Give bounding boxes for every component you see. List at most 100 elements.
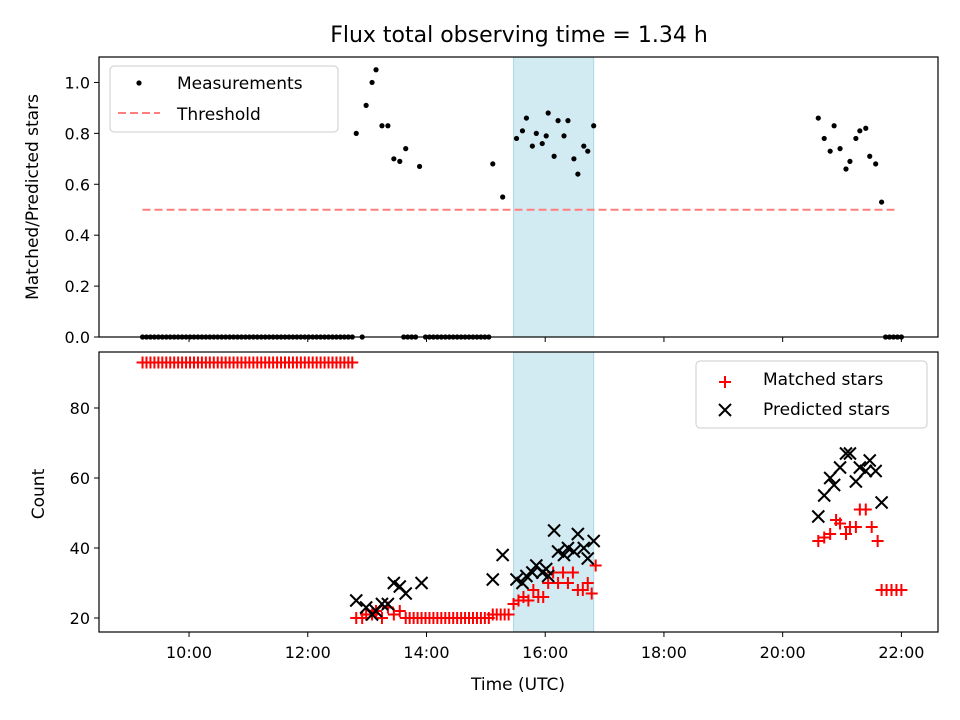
matched-stars-point <box>566 566 579 579</box>
predicted-stars-point <box>495 548 510 562</box>
legend-matched-marker <box>719 376 731 388</box>
measurements-point <box>575 171 581 177</box>
matched-stars-point <box>393 605 406 617</box>
matched-stars-point <box>537 591 550 603</box>
measurements-point <box>551 153 557 159</box>
predicted-stars-point <box>577 541 591 555</box>
ratio-y-tick-label: 1.0 <box>65 73 90 92</box>
ratio-y-tick-label: 0.6 <box>65 175 90 194</box>
predicted-stars-point <box>525 565 540 580</box>
x-tick-label: 18:00 <box>641 643 687 662</box>
measurements-point <box>523 115 530 121</box>
x-tick-label: 10:00 <box>166 643 212 662</box>
measurements-point <box>863 125 869 131</box>
count-y-tick-label: 60 <box>70 469 90 488</box>
predicted-stars-point <box>375 597 389 611</box>
matched-stars-point <box>576 584 589 596</box>
matched-stars-point <box>581 577 594 589</box>
measurements-point <box>827 148 833 154</box>
measurements-point <box>853 135 859 142</box>
x-axis-label: Time (UTC) <box>470 675 565 695</box>
ratio-panel: 0.0 0.2 0.4 0.6 0.8 1.0 Matched/Predicted sta… <box>23 56 939 347</box>
measurements-point <box>555 118 561 124</box>
matched-stars-point <box>522 594 535 607</box>
ratio-y-tick-label: 0.8 <box>65 124 90 143</box>
predicted-stars-point <box>551 544 565 559</box>
ratio-highlight-span <box>513 56 595 338</box>
ratio-y-tick-label: 0.0 <box>65 328 90 347</box>
matched-stars-point <box>849 521 862 533</box>
predicted-stars-point <box>874 495 889 510</box>
legend-predicted-marker <box>718 403 732 417</box>
measurements-point <box>565 118 571 124</box>
measurements-point <box>373 67 379 73</box>
predicted-stars-point <box>547 523 561 538</box>
matched-stars-point <box>871 535 884 547</box>
measurements-point <box>379 123 385 129</box>
x-tick-label: 16:00 <box>522 643 568 662</box>
measurements-point <box>831 123 837 129</box>
measurements-point <box>847 158 853 164</box>
predicted-stars-point <box>817 488 831 503</box>
predicted-stars-point <box>557 548 571 562</box>
ratio-y-tick-label: 0.4 <box>65 226 90 245</box>
measurements-point <box>585 148 591 154</box>
predicted-stars-point <box>486 572 500 587</box>
count-y-tick-label: 80 <box>70 399 90 418</box>
predicted-stars-point <box>586 534 601 548</box>
predicted-stars-point <box>414 576 429 590</box>
predicted-stars-point <box>519 569 534 583</box>
legend-measurements-marker <box>136 80 142 86</box>
predicted-stars-point <box>863 453 877 468</box>
matched-stars-point <box>824 528 837 540</box>
matched-stars-point <box>895 584 908 596</box>
measurements-point <box>545 110 551 116</box>
measurements-point <box>416 163 423 170</box>
measurements-point <box>490 161 496 167</box>
predicted-stars-point <box>827 478 841 492</box>
ratio-axes-frame <box>98 56 939 338</box>
measurements-point <box>369 79 375 86</box>
matched-stars-point <box>839 528 852 540</box>
x-tick-label: 14:00 <box>403 643 449 662</box>
measurements-point <box>837 146 843 152</box>
legend-predicted-label: Predicted stars <box>763 400 890 420</box>
measurements-point <box>363 102 369 108</box>
matched-stars-point <box>527 584 540 596</box>
ratio-y-tick-label: 0.2 <box>65 277 90 296</box>
matched-stars-point <box>585 587 598 600</box>
predicted-stars-point <box>561 541 575 555</box>
ratio-legend: Measurements Threshold <box>109 65 339 133</box>
measurements-point <box>879 199 885 205</box>
matched-stars-point <box>502 608 515 621</box>
measurements-point <box>821 135 827 142</box>
chart-title: Flux total observing time = 1.34 h <box>330 23 708 48</box>
x-tick-label: 22:00 <box>878 643 924 662</box>
measurements-point <box>529 143 535 149</box>
measurements-point <box>403 146 409 152</box>
measurements-point <box>539 140 545 147</box>
count-legend-box <box>695 360 928 429</box>
measurements-point <box>873 161 879 167</box>
predicted-stars-point <box>581 551 595 566</box>
predicted-stars-point <box>349 593 363 608</box>
x-tick-label: 20:00 <box>760 643 806 662</box>
count-legend: Matched stars Predicted stars <box>695 360 928 429</box>
measurements-point <box>867 153 873 159</box>
matched-stars-point <box>561 577 574 589</box>
predicted-stars-point <box>868 464 883 478</box>
x-tick-label: 12:00 <box>285 643 331 662</box>
matched-stars-point <box>859 503 872 516</box>
measurements-point <box>543 133 549 139</box>
measurements-point <box>843 166 849 172</box>
matched-stars-point <box>834 517 847 530</box>
measurements-point <box>571 156 577 162</box>
predicted-stars-point <box>387 576 401 590</box>
matched-stars-point <box>589 559 602 572</box>
predicted-stars-point <box>515 576 530 590</box>
measurements-point <box>857 128 863 134</box>
measurements-point <box>519 128 526 134</box>
ratio-y-axis-label: Matched/Predicted stars <box>23 94 43 300</box>
predicted-stars-point <box>381 597 395 611</box>
